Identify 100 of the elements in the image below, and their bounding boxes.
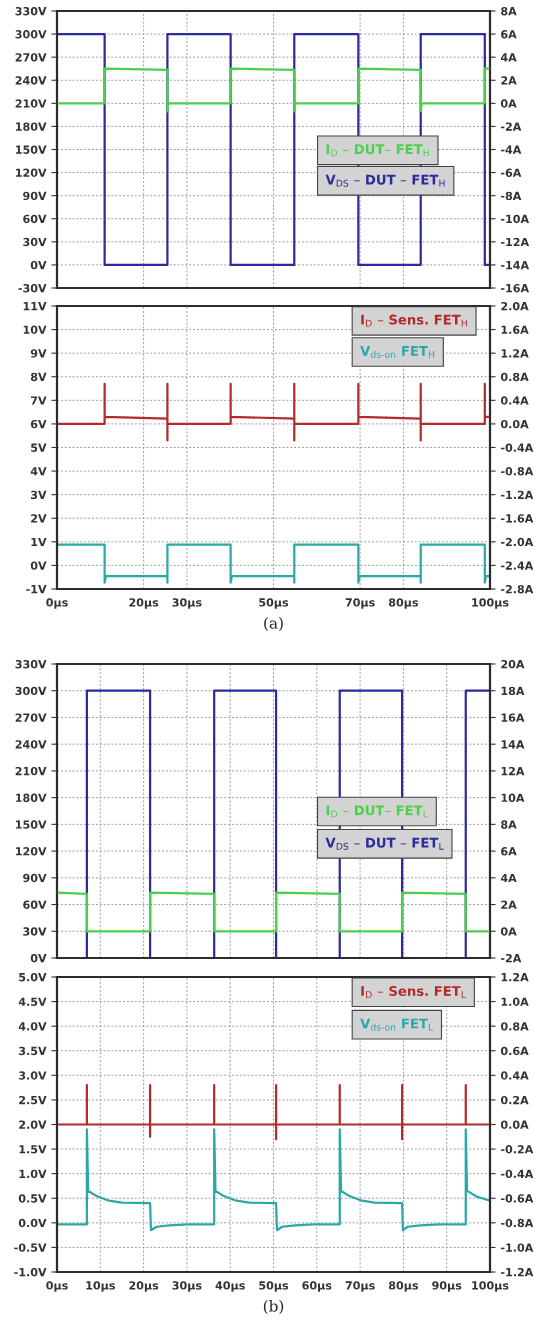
y2-tick-label: 1.2A <box>501 349 529 358</box>
y-tick-label: 2.0V <box>19 1120 47 1129</box>
y-tick-label: 8V <box>30 372 47 382</box>
y2-tick-label: 2.0A <box>501 301 529 311</box>
y2-tick-label: 6A <box>501 30 517 39</box>
x-tick-label: 30µs <box>172 1281 202 1292</box>
y-tick-label: 330V <box>15 6 47 16</box>
y2-tick-label: 1.6A <box>501 325 529 334</box>
text: (b) <box>263 1300 284 1314</box>
x-tick-label: 90µs <box>432 1281 462 1292</box>
y-tick-label: 30V <box>23 927 47 936</box>
y-tick-label: -1V <box>26 585 47 594</box>
y2-tick-label: -0.8A <box>501 1218 534 1228</box>
x-tick-label: 50µs <box>259 1281 289 1292</box>
y2-tick-label: -2A <box>501 122 522 131</box>
y2-tick-label: -2.0A <box>501 537 534 547</box>
y-tick-label: 210V <box>15 766 47 776</box>
text: V$_{ds-on}$ FET$_{L}$ <box>360 1018 434 1031</box>
y2-tick-label: 0.0A <box>500 419 529 429</box>
x-tick-label: 70µs <box>345 1281 375 1292</box>
y-tick-label: 4.5V <box>18 997 47 1006</box>
y2-tick-label: -0.8A <box>501 467 534 476</box>
y2-tick-label: 16A <box>501 713 525 722</box>
y2-tick-label: -0.6A <box>501 1194 534 1203</box>
y-tick-label: 210V <box>15 99 47 108</box>
y-tick-label: 0V <box>30 561 47 570</box>
y-tick-label: 6V <box>30 419 47 429</box>
x-tick-label: 0µs <box>46 1281 68 1292</box>
text: I$_{D}$ – Sens. FET$_{L}$ <box>361 985 466 998</box>
y-tick-label: 300V <box>15 686 47 696</box>
series-label: V$_{DS}$ – DUT – FET$_{H}$ <box>325 174 445 187</box>
y2-tick-label: -4A <box>501 145 522 154</box>
x-tick-label: 10µs <box>86 1281 115 1292</box>
x-tick-label: 20µs <box>129 598 159 609</box>
x-tick-label: 100µs <box>472 1281 509 1292</box>
y2-tick-label: 0.4A <box>500 1071 529 1080</box>
y2-tick-label: -12A <box>501 237 530 247</box>
y-tick-label: 240V <box>15 76 47 85</box>
y2-tick-label: 14A <box>501 740 525 749</box>
y2-tick-label: 12A <box>501 766 525 776</box>
y2-tick-label: 4A <box>500 873 517 883</box>
y-tick-label: 0V <box>30 260 47 270</box>
y-tick-label: 5.0V <box>19 972 47 982</box>
y2-tick-label: 8A <box>501 6 517 16</box>
y-tick-label: 1V <box>31 537 47 547</box>
y-tick-label: 0V <box>30 953 47 963</box>
y-tick-label: 0.5V <box>18 1194 47 1203</box>
y-tick-label: 9V <box>30 349 47 358</box>
text: I$_{D}$ – DUT– FET$_{H}$ <box>326 144 429 157</box>
y2-tick-label: 2A <box>501 900 517 909</box>
y2-tick-label: -1.2A <box>501 490 534 499</box>
y2-tick-label: 4A <box>500 53 517 62</box>
y-tick-label: 300V <box>15 30 47 39</box>
y2-tick-label: -0.4A <box>501 443 534 452</box>
y-tick-label: 270V <box>15 713 47 722</box>
y-tick-label: 4V <box>30 467 47 476</box>
y-tick-label: 270V <box>15 53 47 62</box>
y2-tick-label: 0.2A <box>500 1095 529 1105</box>
y-tick-label: 3V <box>31 490 47 500</box>
y-tick-label: 5V <box>31 443 47 452</box>
text: V$_{ds-on}$ FET$_{H}$ <box>360 346 435 358</box>
y-tick-label: 240V <box>15 740 47 749</box>
y2-tick-label: -0.2A <box>501 1145 534 1154</box>
y2-tick-label: 18A <box>501 686 525 696</box>
y-tick-label: 2V <box>31 514 47 523</box>
y2-tick-label: -1.2A <box>501 1267 534 1277</box>
series-label: V$_{DS}$ – DUT – FET$_{L}$ <box>325 837 444 850</box>
y2-tick-label: -1.6A <box>501 514 534 523</box>
y2-tick-label: 10A <box>501 793 525 803</box>
text: (a) <box>264 617 283 631</box>
y-tick-label: 3.0V <box>19 1071 47 1080</box>
x-tick-label: 80µs <box>388 598 418 609</box>
y-tick-label: 180V <box>16 793 47 803</box>
y-tick-label: 60V <box>23 900 47 909</box>
y2-tick-label: 8A <box>501 820 517 829</box>
line-series <box>57 382 490 442</box>
y2-tick-label: -16A <box>501 283 530 293</box>
y-tick-label: 330V <box>15 659 47 669</box>
y2-tick-label: -10A <box>501 214 530 224</box>
y2-tick-label: -0.4A <box>501 1169 534 1179</box>
text: I$_{D}$ – Sens. FET$_{H}$ <box>361 314 467 327</box>
y-tick-label: 1.5V <box>19 1145 47 1154</box>
y-tick-label: 10V <box>23 325 47 334</box>
y-tick-label: -1.0V <box>14 1267 47 1277</box>
y2-tick-label: 6A <box>501 847 517 856</box>
line-series <box>57 1084 490 1141</box>
y2-tick-label: -6A <box>501 168 522 177</box>
line-series <box>57 1128 490 1232</box>
y-tick-label: 7V <box>31 396 47 405</box>
x-tick-label: 60µs <box>302 1281 332 1292</box>
line-series <box>57 67 490 113</box>
y2-tick-label: 0.8A <box>500 1022 529 1031</box>
y2-tick-label: -1.0A <box>501 1243 534 1252</box>
text: I$_{D}$ – DUT– FET$_{L}$ <box>326 805 428 818</box>
y-tick-label: 4.0V <box>18 1022 47 1031</box>
y-tick-label: -0.5V <box>14 1243 47 1252</box>
y2-tick-label: 1.2A <box>501 972 529 982</box>
y2-tick-label: 0.4A <box>500 396 529 405</box>
y-tick-label: 180V <box>16 122 47 131</box>
y2-tick-label: 2A <box>501 76 517 85</box>
